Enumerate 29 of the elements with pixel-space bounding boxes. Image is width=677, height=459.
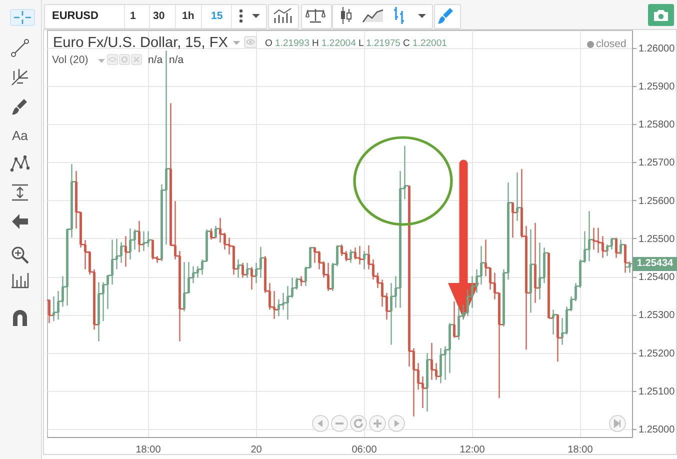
text: 1.25434 (633, 256, 677, 271)
text: O 1.21993 H 1.22004 L 1.21975 C 1.22001 (265, 38, 447, 49)
text: 30 (153, 10, 165, 22)
chart-title: Euro Fx/U.S. Dollar, 15, FX (53, 35, 228, 51)
text: 15 (211, 10, 223, 22)
text: EURUSD (52, 10, 98, 22)
text: 1h (182, 10, 194, 22)
x-tick-label: 18:00 (568, 444, 594, 456)
x-tick-label: 06:00 (352, 444, 378, 456)
y-tick-label: 1.25300 (638, 310, 676, 322)
annotation: Vol (20) (52, 54, 88, 66)
annotation: closed (596, 38, 626, 50)
annotation: n/a (169, 54, 184, 66)
y-tick-label: 1.25100 (638, 386, 676, 398)
text: 1 (130, 10, 136, 22)
text: Aa (12, 128, 28, 143)
y-tick-label: 1.25800 (638, 120, 676, 131)
y-tick-label: 1.25400 (638, 272, 676, 284)
x-tick-label: 20 (250, 444, 262, 456)
x-tick-label: 18:00 (136, 444, 162, 456)
y-tick-label: 1.25200 (638, 348, 676, 360)
y-tick-label: 1.25600 (638, 196, 676, 207)
y-tick-label: 1.25900 (638, 82, 676, 93)
y-tick-label: 1.26000 (638, 43, 676, 54)
y-tick-label: 1.25000 (638, 424, 676, 436)
annotation: n/a (148, 54, 163, 66)
y-tick-label: 1.25700 (638, 158, 676, 169)
x-tick-label: 12:00 (460, 444, 486, 456)
y-tick-label: 1.25500 (638, 234, 676, 245)
